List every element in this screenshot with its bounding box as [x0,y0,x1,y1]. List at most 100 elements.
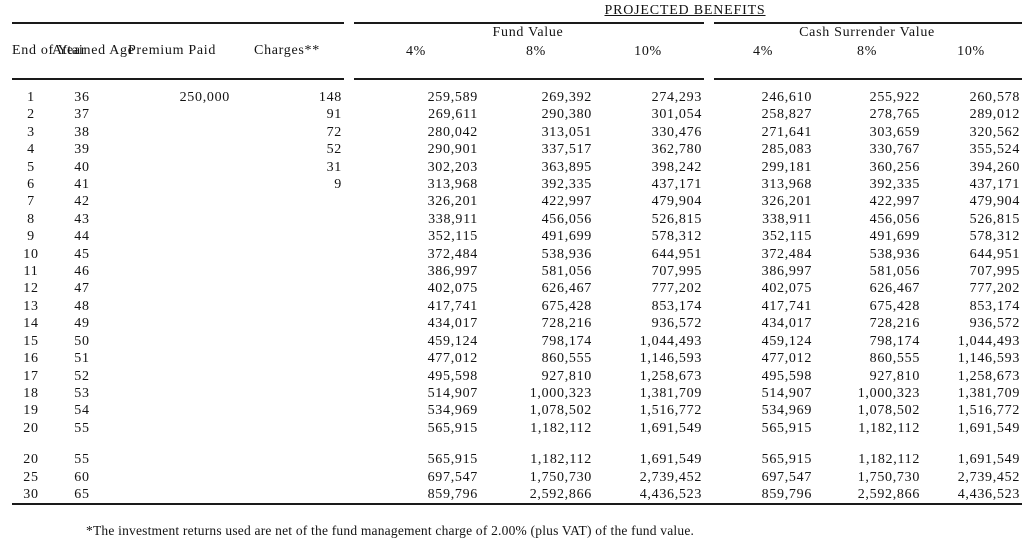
column-gap [704,469,714,486]
fund-value-4pct-cell: 514,907 [427,385,478,401]
charges-cell: 31 [326,159,342,175]
premium-cell [114,368,232,385]
cash-surrender-4pct-cell: 565,915 [761,452,813,468]
cash-surrender-8pct-cell: 278,765 [869,107,921,123]
fund-value-4pct-cell: 565,915 [427,452,478,468]
column-gap [704,315,714,332]
premium-cell [114,176,232,193]
fund-value-8pct-cell: 728,216 [541,316,592,332]
fund-value-4pct-cell: 495,598 [427,368,478,384]
main-rows: 1 36 250,000 148 259,589 269,392 274,293 246,61… [12,79,1022,437]
fund-value-10pct-cell: 4,436,523 [594,485,705,506]
column-gap [704,333,714,350]
cash-surrender-8pct-cell: 456,056 [869,211,921,227]
fund-value-10pct-cell: 526,815 [651,211,703,227]
column-gap [704,159,714,176]
column-gap [704,402,714,419]
charges-cell [232,333,344,350]
fund-value-10pct-cell: 398,242 [651,159,703,175]
cash-surrender-10pct-cell: 2,739,452 [957,469,1021,485]
charges-cell [232,211,344,228]
premium-cell: 250,000 [179,90,230,105]
table-row: 7 42 326,201 422,997 479,904 326,201 422,997 47… [12,193,1022,210]
column-gap [344,385,354,402]
fund-value-10pct-cell: 644,951 [651,246,703,262]
header-rate-row: 4% 8% 10% 4% 8% 10% [12,43,1023,80]
charges-cell [232,246,344,263]
column-gap [704,485,715,506]
cash-surrender-4pct-cell: 386,997 [761,264,813,280]
cash-surrender-4pct-cell: 285,083 [761,142,813,158]
cash-surrender-10pct-header: 10% [922,43,1023,80]
age-cell: 37 [74,107,90,123]
fund-value-8pct-cell: 1,182,112 [530,420,592,436]
cash-surrender-10pct-cell: 355,524 [969,142,1021,158]
cash-surrender-4pct-cell: 338,911 [762,211,813,227]
column-gap [704,246,714,263]
fund-value-8pct-cell: 860,555 [541,351,592,367]
cash-surrender-group-header: Cash Surrender Value [714,22,1023,43]
fund-value-8pct-cell: 538,936 [541,246,592,262]
fund-value-10pct-header: 10% [594,43,705,80]
cash-surrender-8pct-cell: 422,997 [869,194,921,210]
fund-value-8pct-header: 8% [480,43,594,80]
cash-surrender-8pct-cell: 1,182,112 [858,452,921,468]
cash-surrender-4pct-cell: 352,115 [762,229,813,245]
premium-cell [114,211,232,228]
fund-value-4pct-header: 4% [354,43,480,80]
year-cell: 4 [27,142,35,158]
year-cell: 2 [27,107,35,123]
col-header-premium-paid: Premium Paid [114,22,232,80]
age-cell: 60 [74,469,90,485]
premium-cell [114,420,232,437]
year-cell: 20 [23,452,39,468]
age-cell: 55 [74,452,90,468]
column-gap [704,368,714,385]
column-gap [344,333,354,350]
age-cell: 42 [74,194,90,210]
column-gap [344,469,354,486]
year-cell: 9 [27,229,35,245]
year-cell: 6 [27,177,35,193]
fund-value-10pct-cell: 274,293 [651,90,703,105]
cash-surrender-4pct-cell: 859,796 [714,485,815,506]
age-cell: 65 [52,485,114,506]
cash-surrender-4pct-cell: 271,641 [761,124,813,140]
year-cell: 15 [23,333,39,349]
fund-value-10pct-cell: 936,572 [651,316,703,332]
charges-cell [232,420,344,437]
table-row: 12 47 402,075 626,467 777,202 402,075 626,467 7… [12,280,1022,297]
premium-cell [114,159,232,176]
cash-surrender-8pct-cell: 1,182,112 [858,420,921,436]
fund-value-10pct-cell: 1,044,493 [639,333,703,349]
column-gap [344,141,354,158]
column-gap [344,420,354,437]
charges-cell [232,402,344,419]
col-header-end-of-year: End of Year [12,22,86,80]
cash-surrender-4pct-cell: 372,484 [761,246,813,262]
column-gap [344,79,354,106]
page-title: PROJECTED BENEFITS [604,3,766,18]
table-row: 1 36 250,000 148 259,589 269,392 274,293 246,61… [12,79,1022,106]
fund-value-4pct-cell: 302,203 [427,159,478,175]
cash-surrender-8pct-cell: 581,056 [869,264,921,280]
premium-cell [114,385,232,402]
table-row: 4 39 52 290,901 337,517 362,780 285,083 330,767… [12,141,1022,158]
charges-cell [232,315,344,332]
column-gap [344,263,354,280]
cash-surrender-8pct-cell: 927,810 [869,368,921,384]
age-cell: 41 [74,177,90,193]
year-cell: 5 [27,159,35,175]
fund-value-4pct-cell: 326,201 [427,194,478,210]
cash-surrender-10pct-cell: 1,691,549 [957,452,1021,468]
charges-cell [232,469,344,486]
table-row: 2 37 91 269,611 290,380 301,054 258,827 278,765… [12,106,1022,123]
fund-value-10pct-cell: 362,780 [651,142,703,158]
year-cell: 30 [12,485,52,506]
column-gap [704,263,714,280]
table-row: 10 45 372,484 538,936 644,951 372,484 538,936 6… [12,246,1022,263]
column-gap [344,211,354,228]
fund-value-10pct-cell: 1,381,709 [639,385,703,401]
cash-surrender-8pct-cell: 255,922 [869,90,921,105]
cash-surrender-4pct-cell: 313,968 [761,177,813,193]
